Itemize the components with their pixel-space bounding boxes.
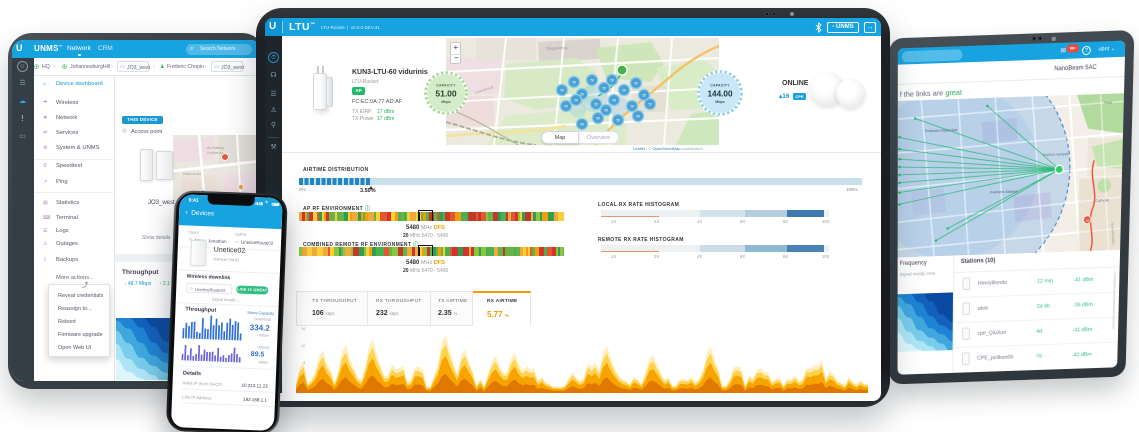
svg-text:Vyshehradska: Vyshehradska — [1110, 222, 1115, 244]
svg-text:Futurum Music Bar: Futurum Music Bar — [925, 127, 958, 133]
svg-text:5f: 5f — [564, 104, 568, 109]
svg-text:5f: 5f — [636, 114, 640, 119]
svg-text:5f: 5f — [596, 116, 600, 121]
svg-text:5f: 5f — [572, 80, 576, 85]
svg-text:5f: 5f — [594, 102, 598, 107]
svg-text:5f: 5f — [560, 88, 564, 93]
svg-text:5f: 5f — [602, 86, 606, 91]
svg-text:Farmers Market: Farmers Market — [990, 189, 1018, 195]
svg-text:Mbps: Mbps — [715, 100, 724, 104]
svg-text:5f: 5f — [612, 98, 616, 103]
svg-text:Catholic: Catholic — [1095, 197, 1109, 202]
svg-text:5f: 5f — [648, 102, 652, 107]
svg-text:5f: 5f — [616, 118, 620, 123]
svg-text:5f: 5f — [630, 104, 634, 109]
svg-text:10: 10 — [1085, 218, 1090, 223]
svg-text:5f: 5f — [590, 78, 594, 83]
svg-text:CAPACITY: CAPACITY — [436, 84, 456, 88]
svg-text:Park: Park — [1104, 100, 1112, 105]
svg-text:5f: 5f — [580, 122, 584, 127]
svg-text:CAPACITY: CAPACITY — [710, 84, 730, 88]
svg-text:51.00: 51.00 — [435, 89, 457, 99]
svg-text:5f: 5f — [634, 81, 638, 86]
svg-text:144.00: 144.00 — [707, 90, 732, 99]
svg-text:5f: 5f — [622, 88, 626, 93]
svg-text:5f: 5f — [574, 98, 578, 103]
svg-text:5f: 5f — [580, 92, 584, 97]
svg-text:5f: 5f — [610, 78, 614, 83]
svg-text:Mbps: Mbps — [441, 100, 450, 104]
svg-text:5f: 5f — [642, 93, 646, 98]
svg-text:Karlovo namesti: Karlovo namesti — [1043, 152, 1068, 157]
svg-text:Dragasios g.: Dragasios g. — [546, 45, 569, 51]
svg-text:Portlwenka: Portlwenka — [207, 151, 223, 155]
svg-text:Art Gallery: Art Gallery — [207, 146, 224, 150]
svg-text:Museum ala: Museum ala — [183, 172, 201, 176]
svg-text:Chemaris g.: Chemaris g. — [475, 85, 495, 95]
svg-text:5f: 5f — [604, 108, 608, 113]
